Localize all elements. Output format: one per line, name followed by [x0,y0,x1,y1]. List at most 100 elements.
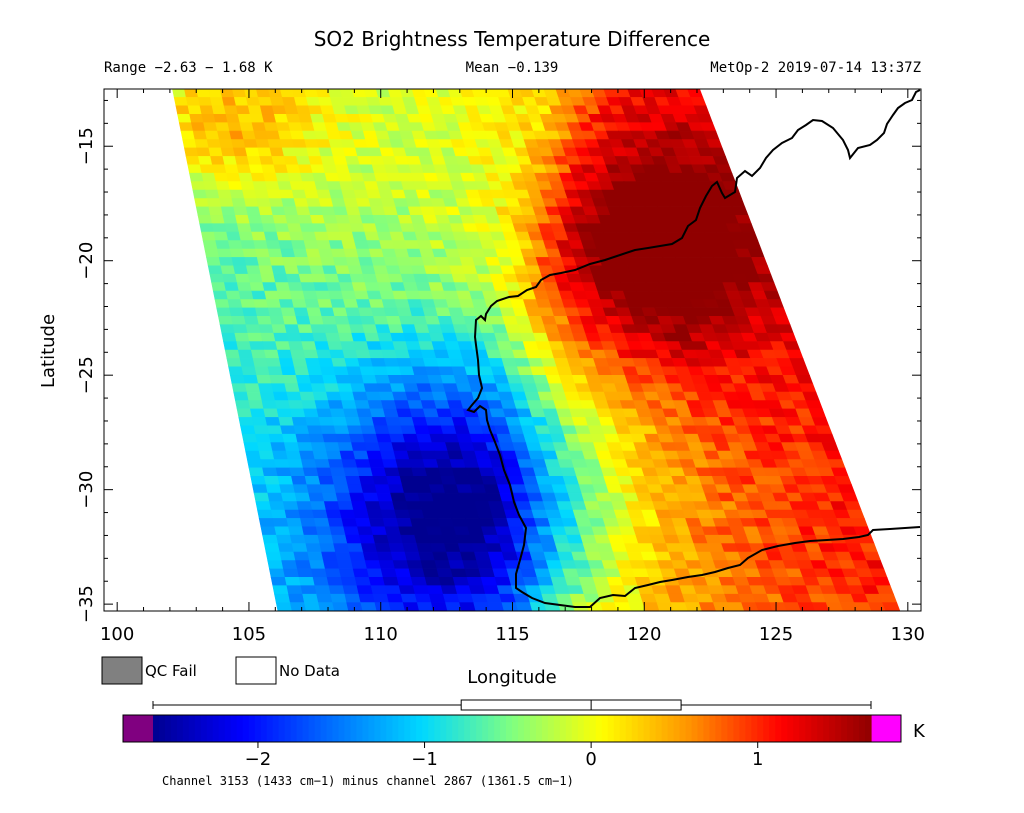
heat-cell [269,501,286,511]
heat-cell [261,114,277,123]
heat-cell [518,560,536,570]
heat-cell [422,459,440,469]
heat-cell [328,139,344,149]
heat-cell [258,383,274,393]
heat-cell [408,509,425,519]
heat-cell [392,341,409,351]
heat-cell [278,417,295,427]
heat-cell [294,257,311,267]
heat-cell [357,526,374,536]
heat-cell [557,551,575,561]
heat-cell [215,122,230,132]
heat-cell [374,374,391,385]
heat-cell [338,332,355,342]
heat-cell [267,307,284,317]
heat-cell [375,324,392,334]
heat-cell [286,391,303,401]
heat-cell [783,341,801,351]
heat-cell [374,484,391,494]
heat-cell [327,518,345,528]
heat-cell [416,543,434,553]
heat-cell [318,358,335,368]
heat-cell [438,576,456,587]
colorbar-segment [601,715,609,742]
heat-cell [463,459,480,469]
heat-cell [519,467,537,477]
heat-cell [394,299,411,309]
heat-cell [277,181,293,191]
heat-cell [321,551,338,561]
heat-cell [427,425,444,435]
heat-cell [362,551,380,561]
heat-cell [245,206,261,216]
heat-cell [360,265,376,275]
heat-cell [432,551,450,561]
heat-cell [270,442,287,452]
heat-cell [335,551,352,561]
heat-cell [358,593,376,603]
heat-cell [265,130,281,140]
heat-cell [246,459,263,469]
heat-cell [360,315,376,326]
heat-cell [343,198,359,208]
heat-cell [417,492,435,502]
heat-cell [458,391,475,401]
heat-cell [298,576,316,587]
heat-cell [370,467,387,477]
heat-cell [274,593,291,603]
heat-cell [474,501,492,511]
heat-cell [363,383,380,393]
heat-cell [245,97,261,107]
heat-cell [467,425,484,435]
heat-cell [347,543,364,553]
heat-cell [388,273,404,283]
heat-cell [407,400,424,410]
heat-cell [354,240,370,250]
heat-cell [429,484,446,494]
heat-cell [386,534,404,544]
heat-cell [424,315,441,326]
colorbar-segment [236,715,244,742]
heat-cell [325,509,343,519]
heat-cell [431,442,449,452]
heat-cell [338,568,356,578]
heat-cell [457,341,474,351]
heat-cell [279,484,296,494]
heat-cell [869,568,888,578]
heat-cell [754,265,772,275]
heat-cell [287,459,304,469]
heat-cell [263,408,280,418]
heat-cell [249,114,265,123]
heat-cell [273,332,289,342]
heat-cell [209,97,225,107]
heat-cell [227,122,243,132]
heat-cell [316,139,332,149]
heat-cell [356,299,372,309]
heat-cell [587,560,605,570]
heatmap-field [172,89,901,611]
heat-cell [431,492,448,502]
heat-cell [357,358,374,368]
colorbar-segment [667,715,675,742]
heat-cell [222,273,238,283]
heat-cell [386,593,404,603]
heat-cell [485,593,503,603]
heat-cell [561,518,579,528]
heat-cell [404,551,422,561]
heat-cell [284,265,300,275]
heat-cell [263,122,279,132]
heat-cell [365,391,382,401]
heat-cell [449,358,466,368]
heat-cell [312,391,329,401]
heat-cell [310,324,327,334]
heat-cell [485,442,503,452]
heat-cell [501,602,519,611]
heat-cell [523,433,540,443]
heat-cell [347,215,364,224]
heat-cell [383,257,400,267]
heat-cell [351,231,368,241]
heat-cell [352,391,369,401]
heat-cell [343,467,360,477]
heat-cell [293,551,310,561]
y-tick-label: −30 [76,471,97,509]
